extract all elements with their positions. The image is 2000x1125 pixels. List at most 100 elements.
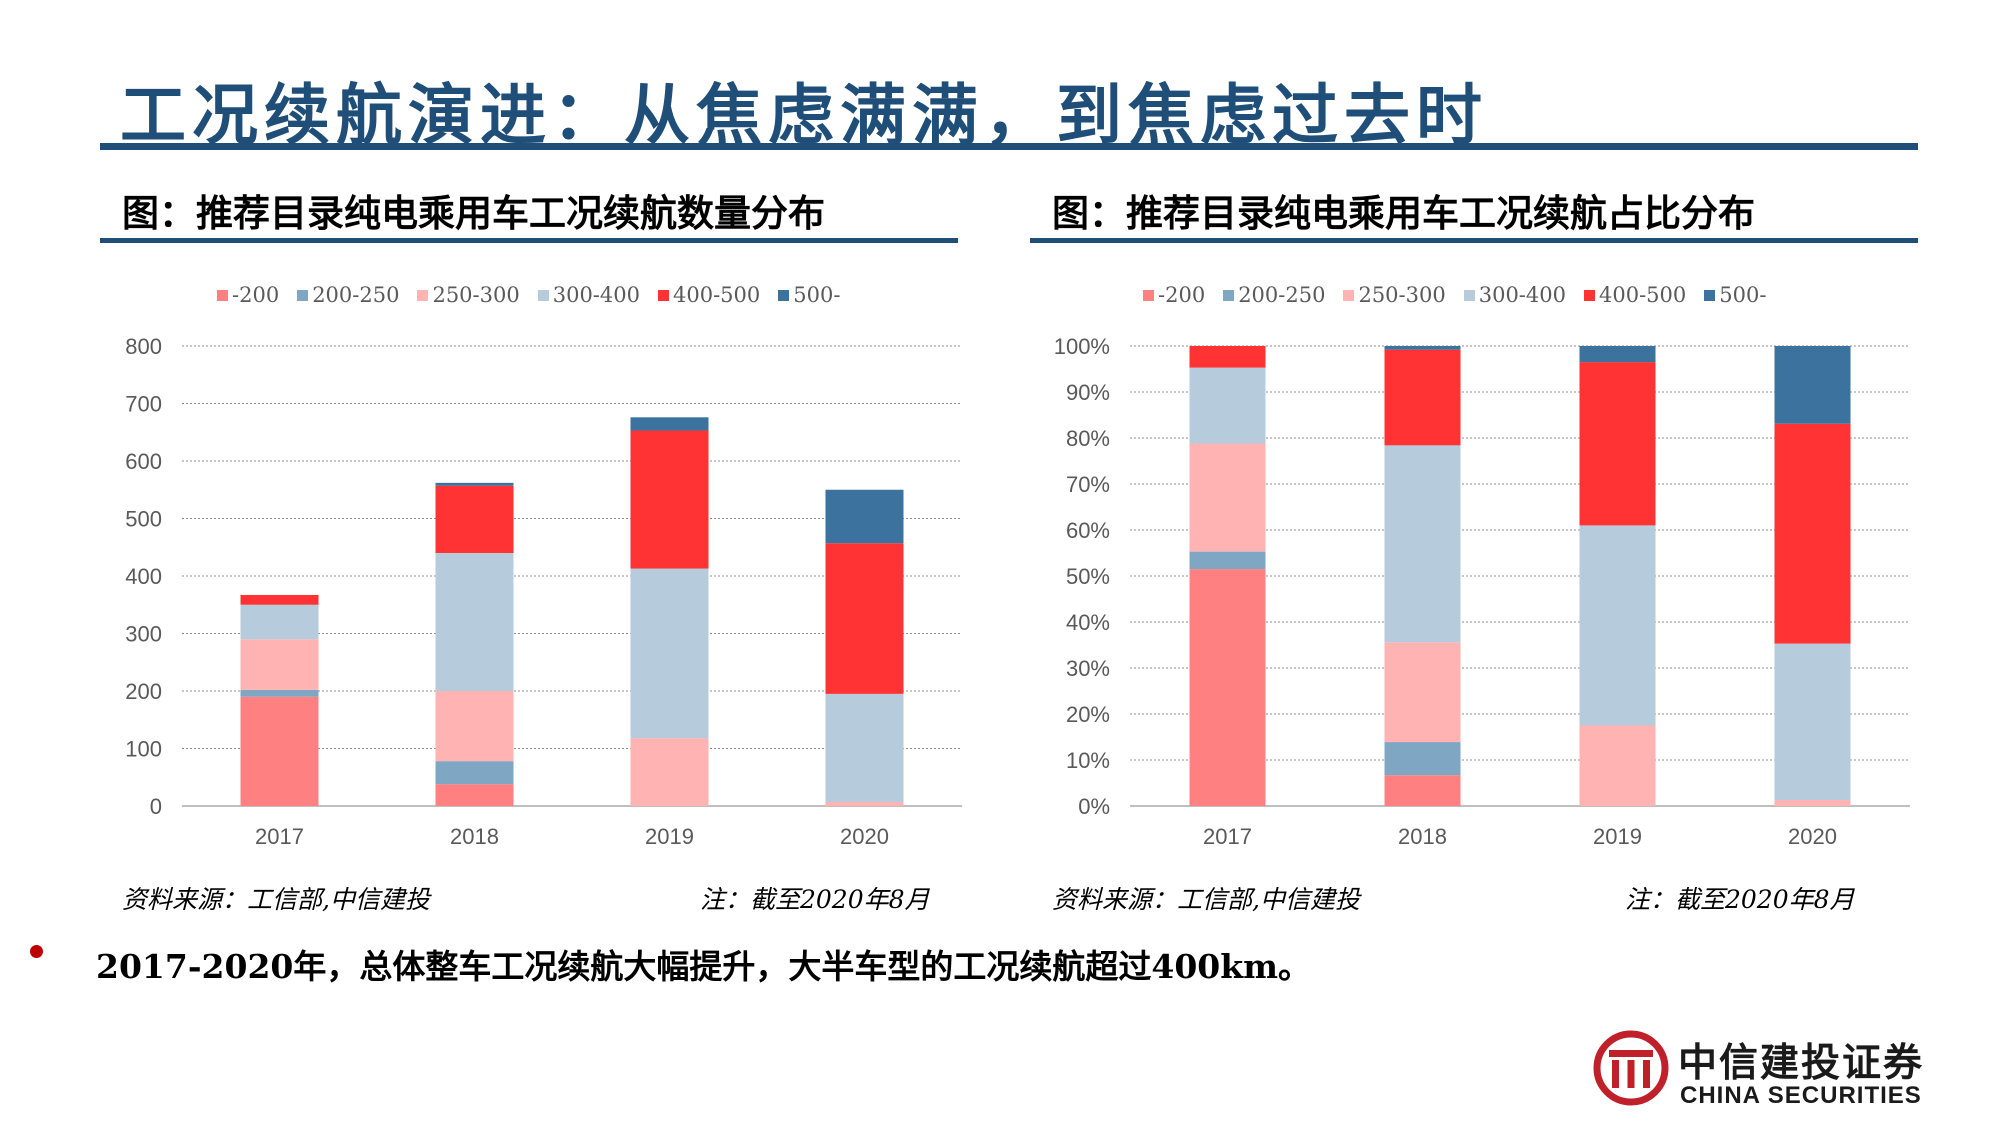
bar-segment: [435, 784, 514, 806]
legend-label: -200: [1158, 283, 1206, 307]
bar-segment: [1579, 362, 1656, 526]
bar-segment: [1384, 742, 1461, 776]
bar-segment: [1774, 346, 1851, 424]
legend-label: 250-300: [1358, 283, 1446, 307]
legend-item: 200-250: [1223, 283, 1325, 307]
chart-title-share: 图：推荐目录纯电乘用车工况续航占比分布: [1052, 191, 1755, 235]
bar-segment: [825, 543, 904, 694]
y-tick-label: 100: [125, 737, 162, 762]
bar-segment: [630, 568, 709, 739]
bar-segment: [1189, 569, 1266, 806]
bar-segment: [630, 430, 709, 569]
y-tick-label: 100%: [1054, 334, 1110, 359]
bar-segment: [435, 553, 514, 691]
bar-segment: [1579, 725, 1656, 806]
legend-label: 400-500: [672, 283, 761, 307]
legend-label: -200: [232, 283, 280, 307]
bar-segment: [435, 485, 514, 553]
legend-swatch: [217, 289, 228, 301]
bar-segment: [630, 738, 709, 806]
legend-swatch: [778, 289, 790, 301]
legend-label: 400-500: [1598, 283, 1687, 307]
bar-segment: [1384, 349, 1461, 446]
y-tick-label: 60%: [1066, 518, 1110, 543]
logo-text-cn: 中信建投证券: [1678, 1040, 1925, 1086]
legend-swatch: [657, 289, 669, 301]
y-tick-label: 200: [125, 679, 162, 704]
bar-segment: [1774, 800, 1851, 806]
bar-segment: [435, 761, 514, 785]
date-note-share: 注：截至2020年8月: [1625, 885, 1855, 914]
chart-share: 0% 10% 20% 30% 40% 50% 60% 70% 80% 90% 100% 2017 201…: [1054, 334, 1910, 849]
logo-text-en: CHINA SECURITIES: [1680, 1082, 1922, 1109]
x-tick-label: 2019: [645, 824, 694, 849]
page-title: 工况续航演进：从焦虑满满，到焦虑过去时: [120, 76, 1488, 154]
bar-segment: [1189, 443, 1266, 552]
legend-swatch: [537, 289, 549, 301]
bar-segment: [630, 417, 709, 431]
legend-item: 500-: [1704, 283, 1766, 307]
bar-segment: [1579, 346, 1656, 363]
x-tick-label: 2019: [1593, 824, 1642, 849]
legend-item: 250-300: [1343, 283, 1446, 307]
chart-divider-share: [1030, 238, 1918, 243]
bar-segment: [1189, 367, 1266, 444]
chart-title-count: 图：推荐目录纯电乘用车工况续航数量分布: [122, 191, 825, 235]
legend-item: 500-: [778, 283, 840, 307]
bar-segment: [240, 639, 319, 690]
legend-item: 400-500: [657, 283, 761, 307]
chart-legend-count: -200 200-250 250-300 300-400 400-500 500-: [217, 283, 840, 307]
bar-segment: [1384, 642, 1461, 743]
bar-segment: [435, 691, 514, 762]
bar-segment: [1774, 643, 1851, 801]
bar-segment: [1384, 346, 1461, 350]
bar-segment: [1579, 525, 1656, 726]
legend-swatch: [1463, 289, 1475, 301]
legend-label: 300-400: [1478, 283, 1566, 307]
y-tick-label: 0%: [1078, 794, 1110, 819]
chart-legend-share: -200 200-250 250-300 300-400 400-500 500-: [1143, 283, 1766, 307]
bar-segment: [825, 693, 904, 802]
legend-swatch: [417, 289, 429, 301]
legend-label: 500-: [1719, 283, 1767, 307]
y-tick-label: 80%: [1066, 426, 1110, 451]
bar-segment: [240, 604, 319, 640]
y-tick-label: 500: [125, 507, 162, 532]
bullet-icon: [30, 945, 43, 958]
bar-segment: [1384, 775, 1461, 806]
x-tick-label: 2017: [1203, 824, 1252, 849]
x-tick-label: 2017: [255, 824, 304, 849]
bar-segment: [1189, 346, 1266, 368]
x-tick-label: 2020: [1788, 824, 1837, 849]
bar-segment: [240, 689, 319, 697]
legend-swatch: [1343, 289, 1355, 301]
chart-count: 0 100 200 300 400 500 600 700 800 2017 2018 2019 202…: [125, 334, 962, 849]
bar-segment: [1189, 551, 1266, 570]
x-tick-label: 2020: [840, 824, 889, 849]
y-tick-label: 700: [125, 392, 162, 417]
legend-swatch: [1223, 289, 1235, 301]
source-note-share: 资料来源：工信部,中信建投: [1052, 885, 1360, 914]
legend-item: -200: [1143, 283, 1205, 307]
y-tick-label: 50%: [1066, 564, 1110, 589]
legend-swatch: [297, 289, 309, 301]
legend-label: 250-300: [432, 283, 520, 307]
y-tick-label: 10%: [1066, 748, 1110, 773]
bar-segment: [240, 696, 319, 806]
y-tick-label: 40%: [1066, 610, 1110, 635]
y-tick-label: 400: [125, 564, 162, 589]
legend-swatch: [1143, 289, 1154, 301]
y-tick-label: 70%: [1066, 472, 1110, 497]
bar-segment: [1384, 445, 1461, 643]
x-tick-label: 2018: [450, 824, 499, 849]
y-tick-label: 0: [150, 794, 162, 819]
legend-item: 400-500: [1583, 283, 1687, 307]
legend-swatch: [1583, 289, 1595, 301]
legend-label: 200-250: [1238, 283, 1326, 307]
legend-item: 200-250: [297, 283, 399, 307]
bar-segment: [1774, 423, 1851, 644]
date-note-count: 注：截至2020年8月: [700, 885, 930, 914]
y-tick-label: 90%: [1066, 380, 1110, 405]
y-tick-label: 20%: [1066, 702, 1110, 727]
legend-label: 300-400: [552, 283, 640, 307]
